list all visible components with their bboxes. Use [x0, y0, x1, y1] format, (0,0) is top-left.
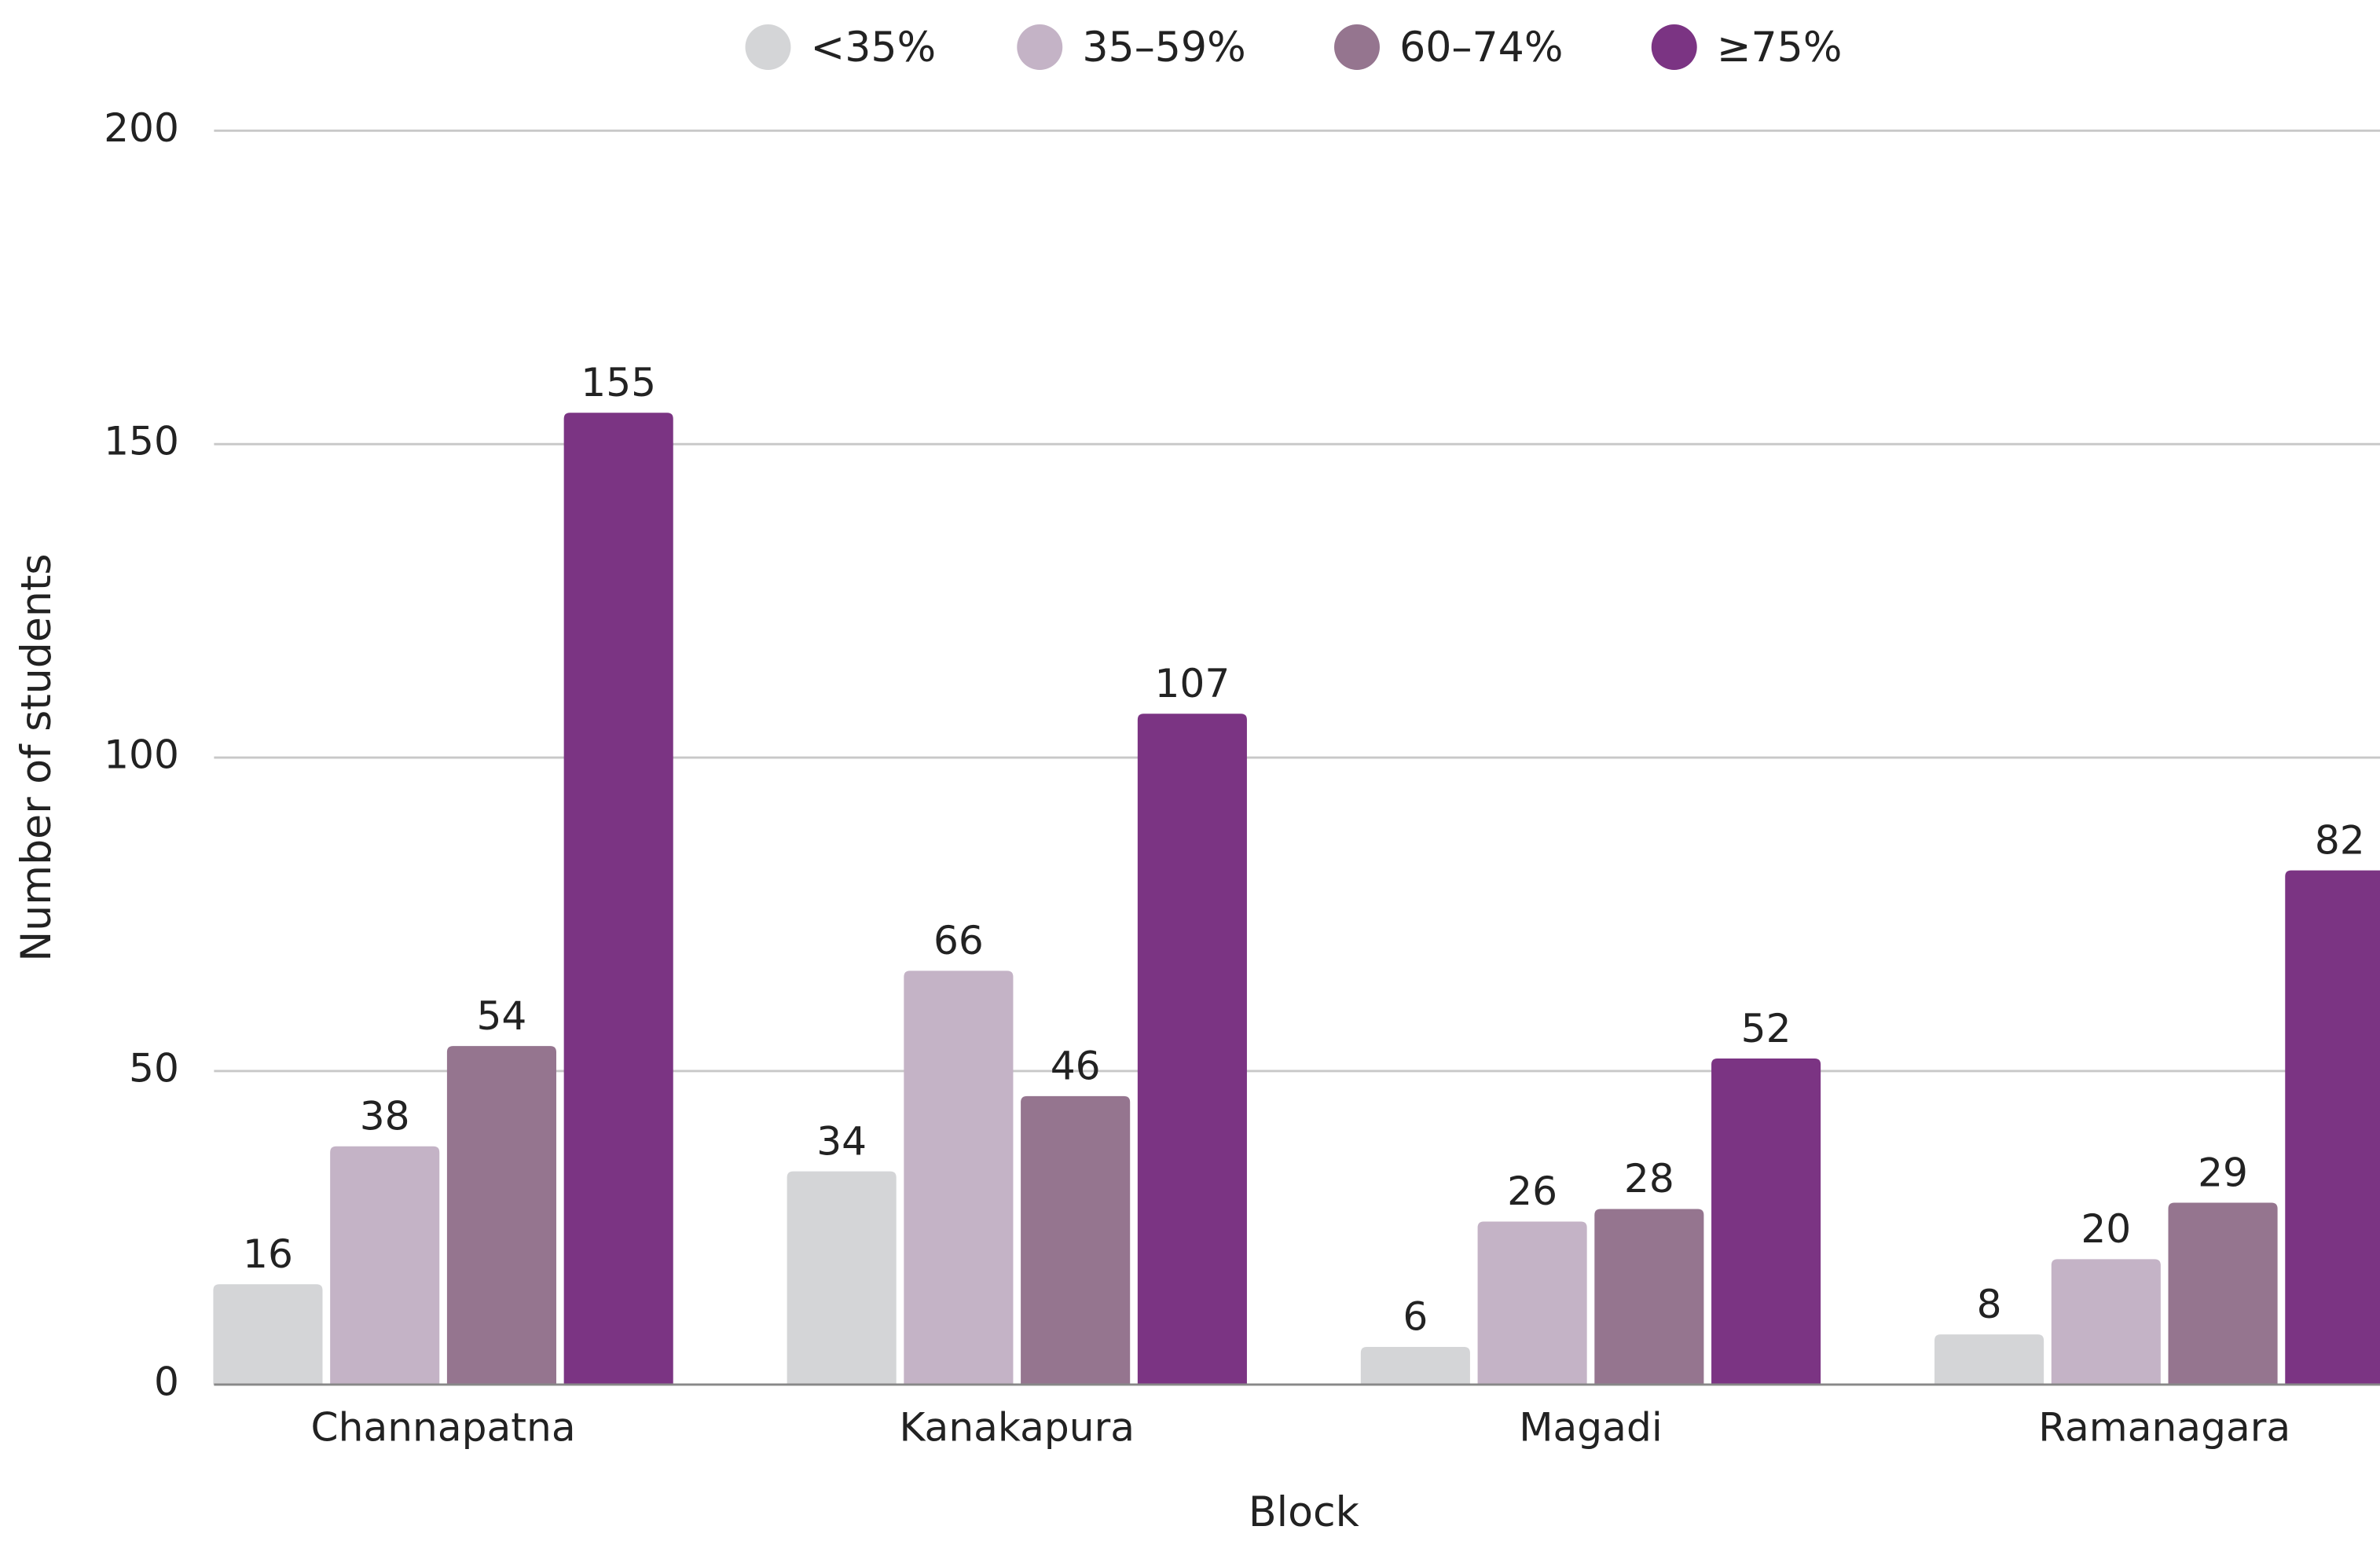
bar [1477, 1221, 1587, 1385]
bar [904, 970, 1014, 1385]
x-tick-label: Magadi [1519, 1403, 1663, 1450]
data-label: 16 [243, 1231, 293, 1277]
bar [330, 1146, 440, 1385]
bar [1360, 1347, 1470, 1385]
legend-label: ≥75% [1717, 24, 1843, 72]
bar [1934, 1334, 2044, 1385]
y-tick-label: 200 [104, 105, 179, 151]
bar [2285, 870, 2380, 1385]
x-tick-label: Ramanagara [2038, 1403, 2290, 1450]
data-label: 66 [933, 917, 984, 963]
data-label: 82 [2315, 816, 2365, 863]
y-tick-label: 150 [104, 418, 179, 464]
bar [213, 1284, 323, 1385]
data-label: 155 [581, 359, 656, 405]
legend-swatch [745, 24, 791, 70]
data-label: 52 [1741, 1005, 1791, 1051]
x-tick-label: Channapatna [311, 1403, 576, 1450]
legend-label: 60–74% [1399, 24, 1563, 72]
y-tick-label: 100 [104, 732, 179, 778]
data-label: 29 [2198, 1149, 2248, 1195]
x-axis-title: Block [1249, 1489, 1360, 1536]
bar [2051, 1259, 2161, 1385]
bar [2168, 1202, 2278, 1385]
data-label: 26 [1507, 1168, 1557, 1214]
bar [1021, 1095, 1131, 1385]
bar [563, 413, 673, 1385]
y-tick-label: 50 [129, 1044, 179, 1091]
legend-label: 35–59% [1082, 24, 1245, 72]
data-label: 8 [1977, 1281, 2002, 1327]
y-axis-title: Number of students [13, 553, 61, 961]
data-label: 28 [1624, 1155, 1674, 1202]
bar [1137, 714, 1247, 1385]
x-tick-label: Kanakapura [900, 1403, 1135, 1450]
data-label: 6 [1403, 1293, 1428, 1340]
legend-swatch [1334, 24, 1380, 70]
data-label: 38 [360, 1092, 410, 1139]
data-label: 107 [1154, 660, 1230, 706]
bar [1711, 1059, 1821, 1385]
data-label: 46 [1051, 1043, 1101, 1089]
legend-swatch [1651, 24, 1697, 70]
data-label: 20 [2081, 1205, 2131, 1252]
bar [1594, 1209, 1704, 1385]
legend-swatch [1017, 24, 1063, 70]
bar [787, 1171, 897, 1385]
data-label: 54 [476, 992, 526, 1039]
bar [446, 1046, 556, 1385]
y-tick-label: 0 [154, 1358, 179, 1404]
data-label: 34 [816, 1117, 867, 1164]
legend-label: <35% [811, 24, 937, 72]
